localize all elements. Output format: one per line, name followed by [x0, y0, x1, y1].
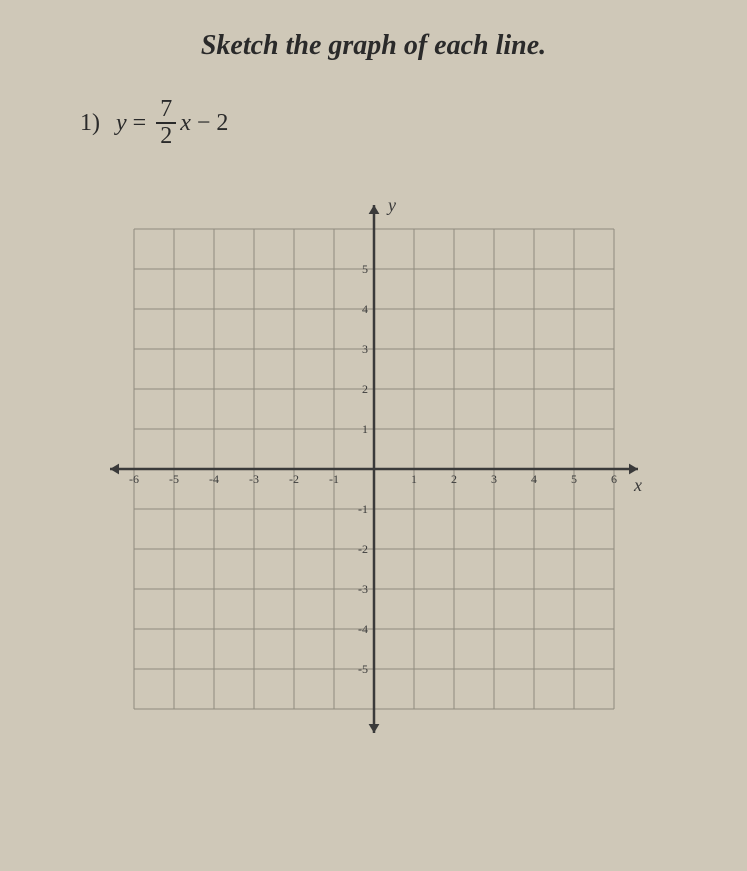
svg-text:-4: -4: [358, 622, 368, 636]
svg-text:-5: -5: [358, 662, 368, 676]
svg-text:-3: -3: [358, 582, 368, 596]
svg-text:-1: -1: [358, 502, 368, 516]
coordinate-grid: -6 -5 -4 -3 -2 -1 1 2 3 4 5 6 -5 -4 -3 -2 -1 1 2 3 4 5 y x: [94, 189, 654, 749]
lhs-var: y: [116, 110, 127, 137]
constant: 2: [216, 110, 228, 137]
problem-1: 1) y = 7 2 x − 2: [80, 97, 707, 149]
svg-text:-5: -5: [169, 472, 179, 486]
svg-text:-3: -3: [249, 472, 259, 486]
equation: y = 7 2 x − 2: [116, 97, 228, 149]
fraction-numerator: 7: [156, 97, 176, 122]
page-title: Sketch the graph of each line.: [40, 30, 707, 62]
svg-text:-1: -1: [329, 472, 339, 486]
svg-text:6: 6: [611, 472, 617, 486]
rhs-var: x: [180, 110, 191, 137]
svg-text:1: 1: [362, 422, 368, 436]
svg-text:-2: -2: [289, 472, 299, 486]
problem-number: 1): [80, 110, 100, 137]
svg-text:-4: -4: [209, 472, 219, 486]
svg-text:3: 3: [362, 342, 368, 356]
svg-text:-2: -2: [358, 542, 368, 556]
svg-text:5: 5: [571, 472, 577, 486]
svg-text:4: 4: [362, 302, 368, 316]
svg-text:1: 1: [411, 472, 417, 486]
svg-text:3: 3: [491, 472, 497, 486]
svg-text:-6: -6: [129, 472, 139, 486]
svg-text:y: y: [386, 195, 396, 215]
svg-text:2: 2: [362, 382, 368, 396]
svg-text:x: x: [633, 475, 642, 495]
graph-container: -6 -5 -4 -3 -2 -1 1 2 3 4 5 6 -5 -4 -3 -2 -1 1 2 3 4 5 y x: [40, 189, 707, 749]
equals: =: [133, 110, 147, 137]
minus: −: [197, 110, 211, 137]
svg-text:2: 2: [451, 472, 457, 486]
fraction-denominator: 2: [156, 124, 176, 149]
fraction: 7 2: [156, 97, 176, 149]
svg-text:4: 4: [531, 472, 537, 486]
svg-text:5: 5: [362, 262, 368, 276]
